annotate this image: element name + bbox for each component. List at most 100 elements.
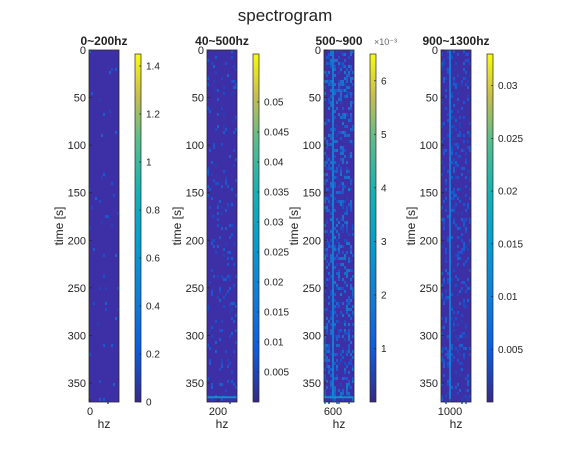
spectrogram-cell [340,80,342,83]
spectrogram-cell [465,218,467,221]
spectrogram-cell [441,356,443,359]
spectrogram-cell [461,281,463,284]
spectrogram-cell [336,263,338,266]
spectrogram-cell [346,206,348,209]
spectrogram-cell [344,323,346,326]
spectrogram-cell [215,56,217,59]
spectrogram-cell [455,386,457,389]
spectrogram-cell [213,65,215,68]
spectrogram-cell [451,125,453,128]
spectrogram-cell [324,389,326,392]
spectrogram-cell [348,269,350,272]
spectrogram-cell [348,92,350,95]
panel-title: 900~1300hz [422,34,489,48]
spectrogram-cell [223,254,225,257]
spectrogram-cell [334,83,336,86]
spectrogram-cell [346,377,348,380]
spectrogram-cell [467,257,469,260]
spectrogram-cell [328,278,330,281]
spectrogram-cell [463,305,465,308]
spectrogram-cell [336,191,338,194]
spectrogram-cell [213,245,215,248]
spectrogram-cell [330,194,332,197]
spectrogram-cell [326,221,328,224]
spectrogram-cell [459,188,461,191]
spectrogram-cell [330,203,332,206]
spectrogram-cell [340,257,342,260]
spectrogram-cell [451,149,453,152]
spectrogram-cell [457,164,459,167]
spectrogram-cell [469,239,471,242]
spectrogram-cell [326,329,328,332]
spectrogram-cell [350,95,352,98]
spectrogram-cell [336,107,338,110]
spectrogram-cell [352,83,354,86]
spectrogram-cell [348,371,350,374]
spectrogram-cell [352,305,354,308]
spectrogram-cell [461,233,463,236]
spectrogram-cell [338,287,340,290]
spectrogram-cell [324,350,326,353]
spectrogram-cell [342,251,344,254]
spectrogram-cell [328,107,330,110]
spectrogram-cell [344,377,346,380]
spectrogram-cell [457,263,459,266]
spectrogram-cell [344,320,346,323]
spectrogram-cell [227,74,229,77]
spectrogram-cell [344,200,346,203]
spectrogram-cell [346,197,348,200]
spectrogram-cell [457,92,459,95]
spectrogram-cell [467,389,469,392]
spectrogram-cell [457,188,459,191]
colorbar-tick-label: 0.015 [498,239,523,250]
spectrogram-cell [330,299,332,302]
spectrogram-cell [459,353,461,356]
spectrogram-cell [324,374,326,377]
spectrogram-cell [109,71,111,74]
spectrogram-cell [328,80,330,83]
spectrogram-cell [453,104,455,107]
y-tick-label: 150 [303,188,321,200]
spectrogram-cell [211,290,213,293]
spectrogram-cell [455,371,457,374]
spectrogram-cell [348,314,350,317]
spectrogram-cell [338,257,340,260]
spectrogram-cell [463,356,465,359]
spectrogram-cell [336,161,338,164]
spectrogram-cell [467,80,469,83]
spectrogram-cell [328,209,330,212]
spectrogram-cell [235,86,237,89]
colorbar-tick-label: 0.02 [498,187,518,198]
spectrogram-cell [213,239,215,242]
spectrogram-cell [336,353,338,356]
spectrogram-cell [447,170,449,173]
spectrogram-cell [457,245,459,248]
spectrogram-cell [441,218,443,221]
spectrogram-cell [453,137,455,140]
spectrogram-cell [328,83,330,86]
spectrogram-cell [324,209,326,212]
spectrogram-cell [455,284,457,287]
spectrogram-cell [342,83,344,86]
spectrogram-cell [451,191,453,194]
spectrogram-cell [330,392,332,395]
spectrogram-cell [229,155,231,158]
spectrogram-cell [447,362,449,365]
spectrogram-cell [447,119,449,122]
spectrogram-cell [350,248,352,251]
spectrogram-cell [233,131,235,134]
spectrogram-cell [441,347,443,350]
spectrogram-cell [342,227,344,230]
spectrogram-cell [346,95,348,98]
spectrogram-cell [463,224,465,227]
spectrogram-cell [344,266,346,269]
spectrogram-cell [338,278,340,281]
spectrogram-cell [338,320,340,323]
spectrogram-cell [324,104,326,107]
spectrogram-cell [336,59,338,62]
spectrogram-cell [334,176,336,179]
spectrogram-cell [235,179,237,182]
spectrogram-cell [326,179,328,182]
spectrogram-cell [326,332,328,335]
